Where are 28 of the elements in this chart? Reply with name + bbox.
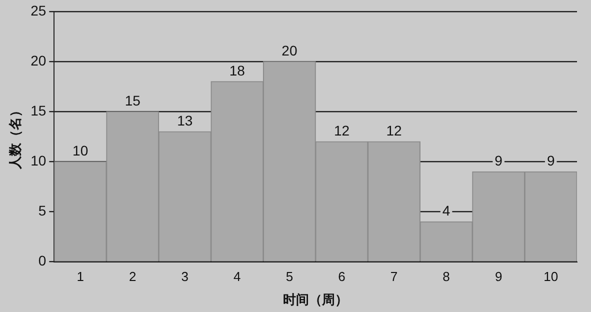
x-tick-label: 10	[544, 269, 558, 284]
x-tick-label: 2	[128, 269, 136, 284]
x-tick-label: 7	[390, 269, 398, 284]
y-tick-label: 0	[38, 252, 46, 269]
data-label: 9	[546, 152, 555, 169]
data-label: 15	[124, 92, 141, 108]
x-tick-label: 1	[76, 269, 84, 284]
data-label: 20	[282, 42, 298, 58]
y-tick-label: 20	[30, 52, 46, 68]
data-label: 9	[494, 152, 503, 169]
data-label: 10	[72, 142, 88, 158]
y-tick-label: 15	[30, 102, 46, 118]
y-tick-label: 5	[38, 202, 46, 219]
y-tick-label: 10	[30, 152, 46, 168]
x-tick-label: 8	[442, 269, 450, 284]
x-axis-title: 时间（周）	[283, 292, 348, 307]
x-tick-label: 4	[234, 269, 241, 284]
y-axis-title: 人数（名）	[7, 104, 22, 170]
data-label: 18	[229, 62, 246, 78]
data-label: 13	[177, 112, 193, 128]
x-tick-label: 5	[286, 269, 294, 284]
y-tick-label: 25	[30, 2, 46, 18]
x-tick-label: 3	[181, 269, 188, 284]
x-tick-label: 9	[494, 269, 502, 284]
data-label: 4	[442, 202, 450, 219]
data-label: 12	[386, 122, 402, 138]
data-label: 12	[334, 122, 350, 138]
x-tick-label: 6	[338, 269, 346, 284]
